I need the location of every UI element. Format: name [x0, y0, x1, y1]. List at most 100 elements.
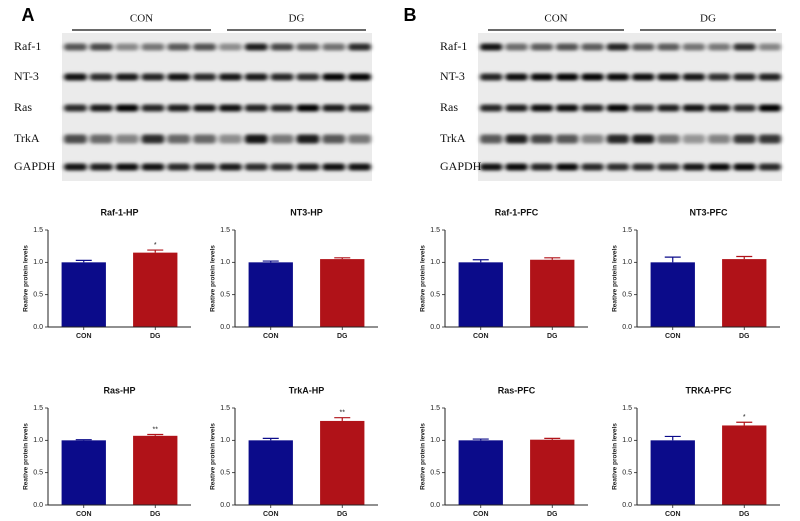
x-tick-label: CON	[665, 333, 681, 340]
band	[115, 104, 139, 112]
band	[632, 43, 655, 51]
band	[581, 104, 604, 112]
band	[89, 43, 113, 51]
y-tick-label: 0.0	[430, 502, 440, 509]
band	[167, 73, 191, 81]
band-row	[480, 104, 781, 112]
band	[270, 163, 294, 171]
band	[89, 104, 113, 112]
band	[244, 43, 268, 51]
row-label: GAPDH	[14, 159, 56, 173]
y-tick-label: 1.0	[33, 437, 43, 444]
band	[480, 134, 503, 144]
y-axis-label: Reative protein levels	[612, 245, 619, 312]
y-tick-label: 1.5	[33, 405, 43, 412]
y-tick-label: 0.0	[430, 324, 440, 331]
band	[682, 104, 705, 112]
band	[758, 104, 781, 112]
panel-label: B	[404, 5, 417, 25]
y-axis-label: Reative protein levels	[420, 245, 427, 312]
band	[632, 73, 655, 81]
band	[581, 43, 604, 51]
bar	[650, 262, 695, 327]
band	[708, 134, 731, 144]
band	[270, 134, 294, 144]
band	[64, 104, 87, 112]
band	[141, 43, 165, 51]
band	[733, 163, 756, 171]
bar	[650, 440, 695, 505]
chart-title: NT3-HP	[290, 207, 323, 217]
band	[193, 163, 216, 171]
y-tick-label: 0.0	[622, 324, 632, 331]
bar	[248, 440, 293, 505]
x-tick-label: DG	[337, 511, 348, 518]
significance: *	[154, 242, 157, 249]
band	[556, 163, 579, 171]
band	[682, 163, 705, 171]
band	[682, 73, 705, 81]
band	[219, 134, 242, 144]
y-tick-label: 1.5	[220, 227, 230, 234]
row-label: Ras	[14, 100, 32, 114]
band	[89, 163, 113, 171]
band	[115, 134, 139, 144]
band	[606, 163, 629, 171]
band	[530, 134, 553, 144]
band	[708, 43, 731, 51]
y-tick-label: 1.0	[430, 437, 440, 444]
x-tick-label: CON	[665, 511, 681, 518]
y-tick-label: 1.0	[220, 259, 230, 266]
band	[244, 104, 268, 112]
band	[193, 104, 216, 112]
x-tick-label: CON	[76, 511, 92, 518]
x-tick-label: DG	[337, 333, 348, 340]
y-tick-label: 1.5	[622, 405, 632, 412]
x-tick-label: CON	[76, 333, 92, 340]
chart-title: Raf-1-PFC	[495, 207, 539, 217]
row-label: NT-3	[440, 69, 465, 83]
band	[115, 43, 139, 51]
y-axis-label: Reative protein levels	[210, 245, 217, 312]
band	[270, 73, 294, 81]
band	[733, 73, 756, 81]
y-tick-label: 0.5	[220, 292, 230, 299]
band	[657, 163, 680, 171]
row-label: NT-3	[14, 69, 39, 83]
band	[167, 104, 191, 112]
y-tick-label: 0.0	[33, 502, 43, 509]
band-row	[64, 73, 371, 81]
band	[322, 43, 346, 51]
band-row	[480, 73, 781, 81]
band	[244, 134, 268, 144]
band	[244, 73, 268, 81]
x-tick-label: DG	[739, 511, 750, 518]
band-row	[480, 163, 781, 171]
y-tick-label: 1.0	[622, 437, 632, 444]
band	[606, 43, 629, 51]
band	[64, 73, 87, 81]
band	[530, 104, 553, 112]
chart-title: Ras-HP	[103, 385, 135, 395]
row-label: TrkA	[440, 131, 466, 145]
band	[219, 163, 242, 171]
y-tick-label: 0.0	[220, 324, 230, 331]
band	[708, 104, 731, 112]
band	[296, 163, 320, 171]
band	[758, 163, 781, 171]
row-label: GAPDH	[440, 159, 482, 173]
band	[115, 73, 139, 81]
y-axis-label: Reative protein levels	[23, 245, 30, 312]
band	[480, 104, 503, 112]
band	[733, 104, 756, 112]
band-row	[64, 163, 371, 171]
x-tick-label: DG	[739, 333, 750, 340]
band	[708, 73, 731, 81]
x-tick-label: DG	[150, 511, 161, 518]
y-axis-label: Reative protein levels	[612, 423, 619, 490]
band	[141, 163, 165, 171]
bar	[61, 262, 106, 327]
bar	[133, 252, 178, 327]
band	[348, 73, 371, 81]
band	[581, 163, 604, 171]
